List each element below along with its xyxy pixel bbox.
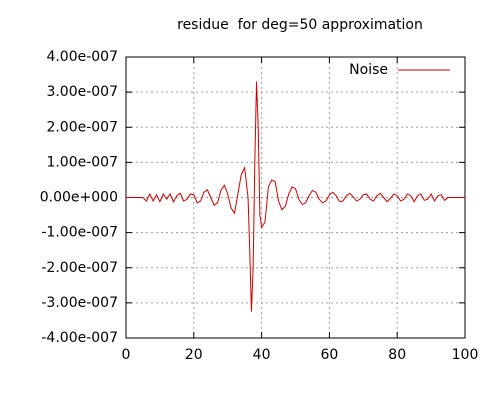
x-tick-label: 20 xyxy=(185,347,203,363)
y-tick-label: -4.00e-007 xyxy=(41,330,118,346)
y-tick-label: 2.00e-007 xyxy=(46,119,118,135)
y-tick-label: 3.00e-007 xyxy=(46,84,118,100)
x-tick-label: 0 xyxy=(122,347,131,363)
legend-label: Noise xyxy=(349,62,388,78)
y-tick-label: -3.00e-007 xyxy=(41,295,118,311)
chart-title: residue for deg=50 approximation xyxy=(177,17,423,33)
y-tick-label: 4.00e-007 xyxy=(46,49,118,65)
y-tick-label: -1.00e-007 xyxy=(41,225,118,241)
y-tick-label: 1.00e-007 xyxy=(46,154,118,170)
x-tick-label: 100 xyxy=(452,347,479,363)
data-line xyxy=(126,81,465,312)
x-tick-label: 60 xyxy=(320,347,338,363)
x-tick-label: 80 xyxy=(388,347,406,363)
y-tick-label: -2.00e-007 xyxy=(41,260,118,276)
x-tick-label: 40 xyxy=(253,347,271,363)
y-tick-label: 0.00e+000 xyxy=(40,190,118,206)
